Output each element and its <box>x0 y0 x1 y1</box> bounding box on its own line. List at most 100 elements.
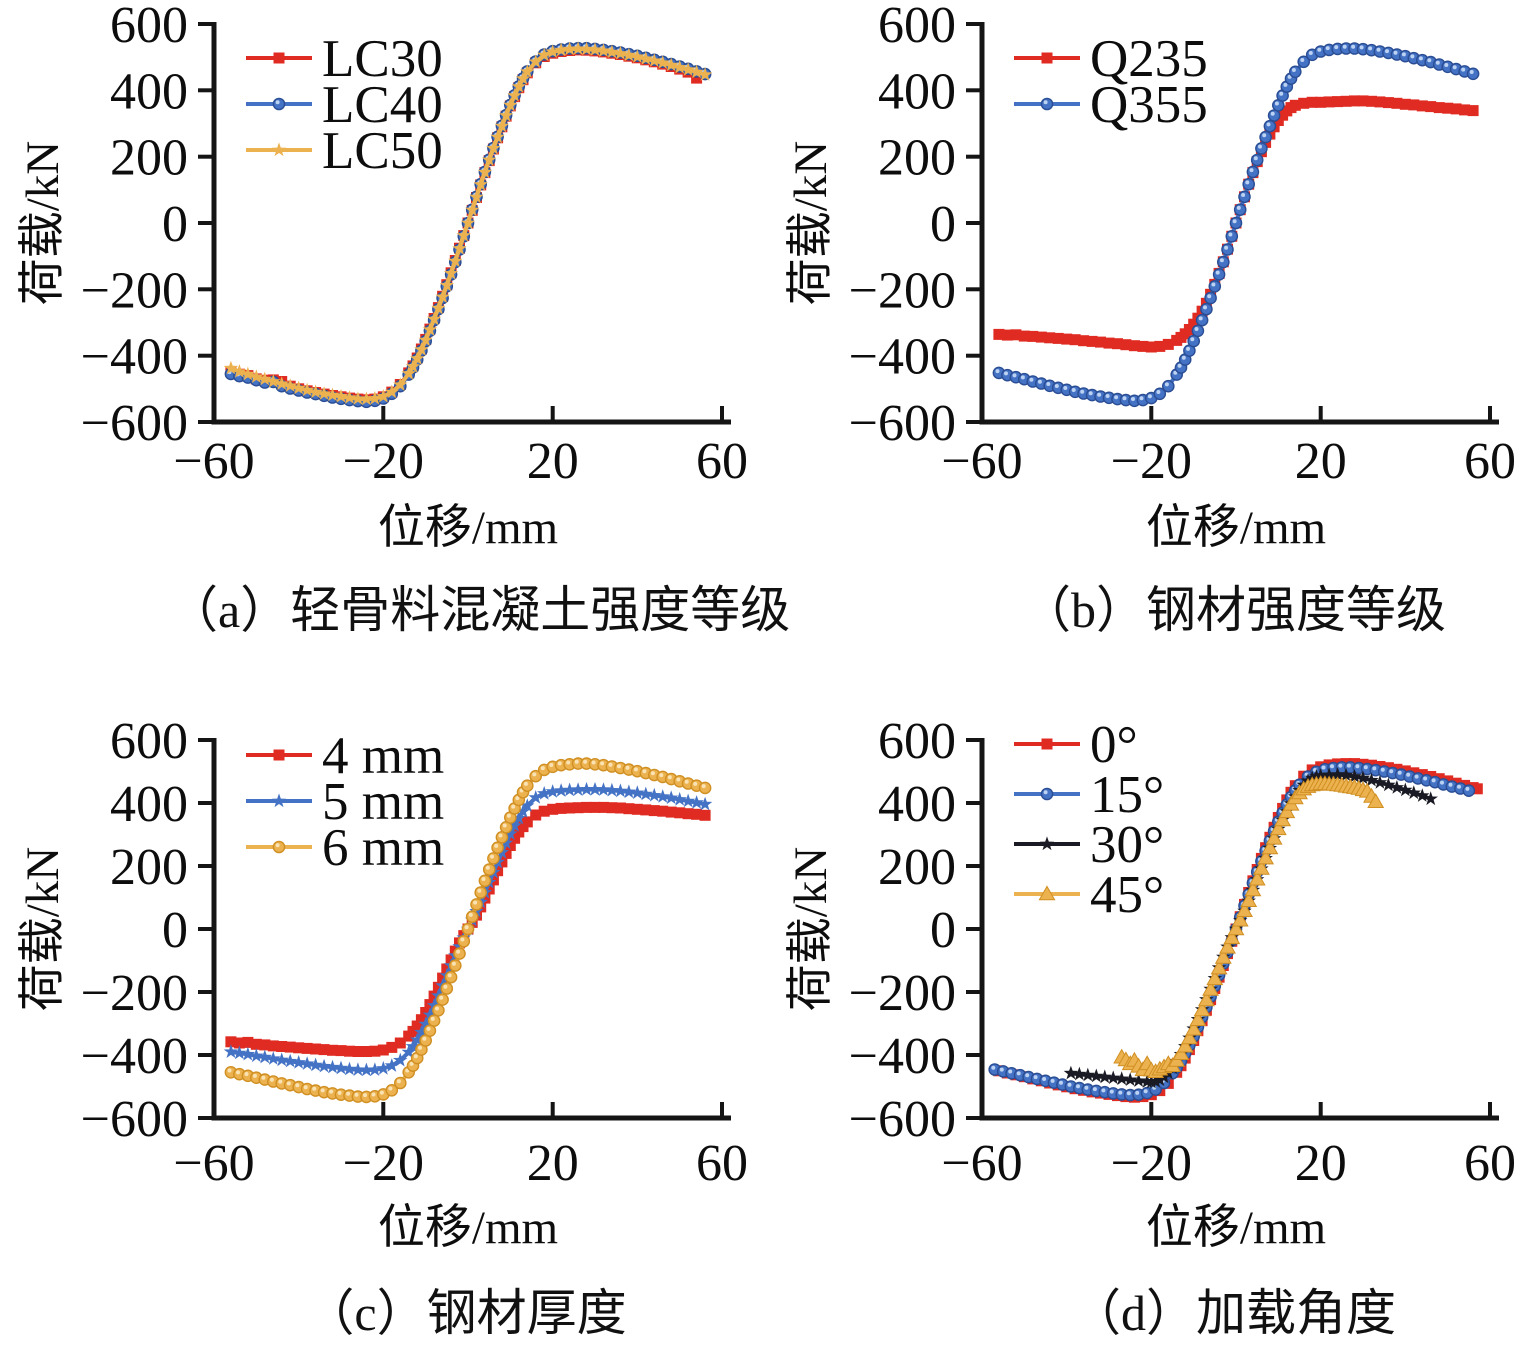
y-tick-label: −600 <box>81 1091 188 1148</box>
chart-d-plot: −600 −400 −200 0 200 400 600 −60 −20 20 60 位移/mm 荷载/… <box>785 713 1516 1254</box>
y-tick-label: 200 <box>878 839 956 896</box>
legend-label: LC50 <box>322 122 443 180</box>
x-tick-label: 20 <box>1295 1135 1347 1192</box>
legend-entry: LC40 <box>246 76 443 134</box>
x-axis-title: 位移/mm <box>1146 1202 1326 1254</box>
legend: 4 mm5 mm6 mm <box>246 727 444 877</box>
x-axis-title: 位移/mm <box>1146 502 1326 554</box>
x-tick-label: 60 <box>696 433 748 490</box>
series-LC50 <box>223 41 713 406</box>
y-tick-label: 0 <box>162 196 188 253</box>
y-tick-label: −200 <box>849 965 956 1022</box>
y-tick-label: 200 <box>110 130 188 187</box>
legend-label: LC40 <box>322 76 443 134</box>
y-tick-label: 400 <box>110 776 188 833</box>
chart-c-plot: −600 −400 −200 0 200 400 600 −60 −20 20 60 位移/mm 荷载/… <box>17 713 748 1254</box>
y-tick-label: −200 <box>849 262 956 319</box>
legend-label: 4 mm <box>322 727 444 785</box>
chart-a-caption: （a）轻骨料混凝土强度等级 <box>168 582 791 638</box>
x-tick-label: −20 <box>343 1135 424 1192</box>
chart-a-cell: −600 −400 −200 0 200 400 600 −60 −20 20 60 位移/mm 荷载/… <box>0 0 791 671</box>
tick-labels: −600 −400 −200 0 200 400 600 −60 −20 20 60 <box>849 713 1516 1192</box>
legend-entry: LC50 <box>246 122 443 180</box>
series-Q355 <box>992 42 1480 408</box>
legend-entry: 4 mm <box>246 727 444 785</box>
legend-entry: 5 mm <box>246 773 444 831</box>
y-axis-title: 荷载/kN <box>785 141 837 306</box>
tick-labels: −600 −400 −200 0 200 400 600 −60 −20 20 60 <box>81 713 748 1192</box>
axes <box>966 738 1499 1121</box>
x-tick-label: 20 <box>527 433 579 490</box>
y-tick-label: 200 <box>110 839 188 896</box>
legend-entry: 0° <box>1014 716 1138 774</box>
x-tick-label: 20 <box>527 1135 579 1192</box>
y-tick-label: −600 <box>81 395 188 452</box>
legend-entry: 30° <box>1014 816 1164 874</box>
axes <box>198 738 731 1121</box>
chart-b-plot: −600 −400 −200 0 200 400 600 −60 −20 20 60 位移/mm 荷载/… <box>785 0 1516 554</box>
x-tick-label: 20 <box>1295 433 1347 490</box>
chart-b-cell: −600 −400 −200 0 200 400 600 −60 −20 20 60 位移/mm 荷载/… <box>768 0 1535 671</box>
y-tick-label: 600 <box>110 0 188 54</box>
y-axis-title: 荷载/kN <box>17 141 69 306</box>
legend-entry: 15° <box>1014 766 1164 824</box>
y-axis-title: 荷载/kN <box>17 847 69 1012</box>
legend-label: 0° <box>1090 716 1138 774</box>
legend-entry: 45° <box>1014 866 1164 924</box>
y-tick-label: −400 <box>849 329 956 386</box>
y-tick-label: 200 <box>878 130 956 187</box>
legend-entry: Q355 <box>1014 76 1208 134</box>
legend-label: Q235 <box>1090 30 1208 88</box>
legend-label: 30° <box>1090 816 1164 874</box>
legend-label: LC30 <box>322 30 443 88</box>
x-tick-label: 60 <box>1464 433 1516 490</box>
chart-c-cell: −600 −400 −200 0 200 400 600 −60 −20 20 60 位移/mm 荷载/… <box>0 671 767 1343</box>
y-tick-label: 0 <box>930 196 956 253</box>
x-tick-label: −60 <box>941 433 1022 490</box>
y-tick-label: −200 <box>81 965 188 1022</box>
legend-label: 45° <box>1090 866 1164 924</box>
y-tick-label: 400 <box>878 776 956 833</box>
x-tick-label: 60 <box>696 1135 748 1192</box>
x-tick-label: −20 <box>1111 433 1192 490</box>
legend-entry: LC30 <box>246 30 443 88</box>
y-tick-label: −400 <box>81 1028 188 1085</box>
axes <box>198 22 731 425</box>
x-tick-label: −20 <box>1111 1135 1192 1192</box>
y-tick-label: 600 <box>878 713 956 770</box>
chart-c-caption: （c）钢材厚度 <box>304 1285 627 1341</box>
chart-d-caption: （d）加载角度 <box>1071 1285 1396 1341</box>
legend-label: 15° <box>1090 766 1164 824</box>
y-tick-label: 0 <box>930 902 956 959</box>
y-tick-label: −400 <box>81 329 188 386</box>
y-tick-label: −600 <box>849 395 956 452</box>
chart-a-plot: −600 −400 −200 0 200 400 600 −60 −20 20 60 位移/mm 荷载/… <box>17 0 748 554</box>
legend-label: 5 mm <box>322 773 444 831</box>
chart-b-caption: （b）钢材强度等级 <box>1021 582 1446 638</box>
tick-labels: −600 −400 −200 0 200 400 600 −60 −20 20 60 <box>81 0 748 490</box>
y-tick-label: 0 <box>162 902 188 959</box>
legend: 0°15°30°45° <box>1014 716 1164 924</box>
y-tick-label: −200 <box>81 262 188 319</box>
x-tick-label: −60 <box>941 1135 1022 1192</box>
x-tick-label: −20 <box>343 433 424 490</box>
chart-d-cell: −600 −400 −200 0 200 400 600 −60 −20 20 60 位移/mm 荷载/… <box>768 671 1535 1343</box>
legend-label: Q355 <box>1090 76 1208 134</box>
series-6 mm <box>224 757 712 1104</box>
legend-entry: 6 mm <box>246 819 444 877</box>
series-45° <box>1113 775 1385 1078</box>
axes <box>966 22 1499 425</box>
tick-labels: −600 −400 −200 0 200 400 600 −60 −20 20 60 <box>849 0 1516 490</box>
legend-entry: Q235 <box>1014 30 1208 88</box>
y-axis-title: 荷载/kN <box>785 847 837 1012</box>
y-tick-label: 400 <box>110 63 188 120</box>
x-tick-label: 60 <box>1464 1135 1516 1192</box>
y-tick-label: −600 <box>849 1091 956 1148</box>
y-tick-label: −400 <box>849 1028 956 1085</box>
x-axis-title: 位移/mm <box>378 502 558 554</box>
y-tick-label: 600 <box>878 0 956 54</box>
y-tick-label: 600 <box>110 713 188 770</box>
